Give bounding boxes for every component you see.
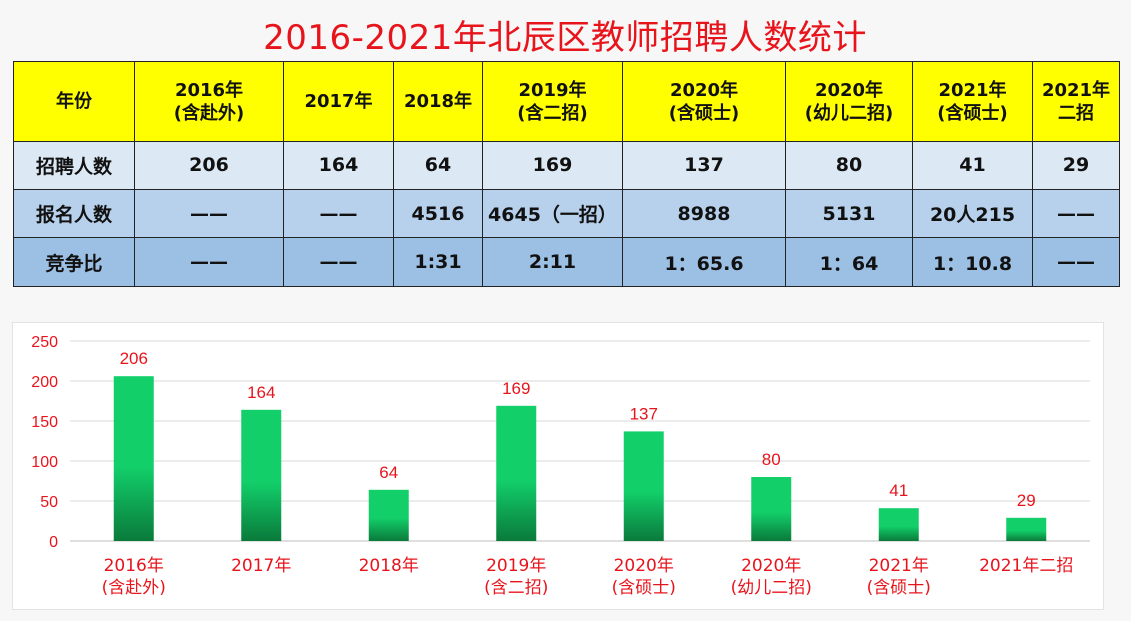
year-header-cell: 2021年 二招 [1032, 60, 1120, 143]
data-label: 64 [379, 463, 398, 482]
table-row: 招聘人数 206 164 64 169 137 80 41 29 [13, 141, 1120, 190]
data-label: 206 [120, 349, 148, 368]
year-header-cell: 2018年 [393, 60, 483, 143]
data-label: 169 [502, 379, 530, 398]
table-cell: 1：65.6 [622, 237, 786, 287]
x-tick-label: (含二招) [484, 578, 548, 598]
data-label: 164 [247, 383, 275, 402]
y-tick-label: 200 [31, 374, 58, 391]
year-header-cell: 2021年 (含硕士) [912, 60, 1033, 143]
table-cell: 1：64 [785, 237, 913, 287]
bar [623, 431, 664, 541]
y-tick-label: 0 [49, 534, 58, 551]
bar-chart-svg: 0 50 100 150 200 250 206 2016年(含赴外) 164 2017年 64 20… [31, 334, 1090, 598]
table-cell: 4645（一招） [482, 188, 623, 239]
data-label: 80 [762, 450, 781, 469]
x-tick-label: 2018年 [359, 556, 419, 576]
x-tick-label: (含硕士) [867, 578, 931, 598]
table-cell: 164 [283, 141, 394, 190]
data-label: 137 [630, 404, 658, 423]
bar-chart: 0 50 100 150 200 250 206 2016年 (含赴外) 164 2017年 64 20… [12, 322, 1104, 610]
table-cell: 169 [482, 141, 623, 190]
row-header-cell: 年份 [13, 60, 135, 143]
data-label: 41 [889, 481, 908, 500]
table-header-row: 年份 2016年 (含赴外) 2017年 2018年 2019年 (含二招) 2020年 (含硕… [13, 60, 1120, 143]
x-tick-label: 2021年 [869, 556, 929, 576]
page-title: 2016-2021年北辰区教师招聘人数统计 [263, 18, 867, 58]
table-cell: 2:11 [482, 237, 623, 287]
table-cell: —— [1032, 237, 1120, 287]
x-tick-label: 2020年 [614, 556, 674, 576]
table-cell: 8988 [622, 188, 786, 239]
year-header-cell: 2017年 [283, 60, 394, 143]
table-cell: 29 [1032, 141, 1120, 190]
bar [496, 405, 537, 541]
bar [241, 409, 282, 541]
data-label: 29 [1017, 491, 1036, 510]
table-cell: 5131 [785, 188, 913, 239]
table-cell: 64 [393, 141, 483, 190]
stats-table: 年份 2016年 (含赴外) 2017年 2018年 2019年 (含二招) 2020年 (含硕… [13, 60, 1120, 287]
x-tick-label: 2016年 [104, 556, 164, 576]
bar [878, 508, 919, 541]
x-tick-label: 2020年 [741, 556, 801, 576]
table-row: 竞争比 —— —— 1:31 2:11 1：65.6 1：64 1：10.8 —— [13, 237, 1120, 287]
x-tick-label: 2021年二招 [979, 556, 1073, 576]
table-cell: —— [283, 237, 394, 287]
table-cell: —— [134, 188, 284, 239]
x-tick-label: 2017年 [231, 556, 291, 576]
row-label: 招聘人数 [13, 141, 135, 190]
table-cell: 20人215 [912, 188, 1033, 239]
x-tick-label: (含赴外) [102, 578, 166, 598]
bar [113, 376, 154, 541]
year-header-cell: 2016年 (含赴外) [134, 60, 284, 143]
year-header-cell: 2020年 (含硕士) [622, 60, 786, 143]
table-cell: —— [134, 237, 284, 287]
y-tick-label: 50 [40, 494, 58, 511]
y-tick-label: 100 [31, 454, 58, 471]
x-tick-label: 2019年 [486, 556, 546, 576]
row-label: 报名人数 [13, 188, 135, 239]
table-row: 报名人数 —— —— 4516 4645（一招） 8988 5131 20人215 —— [13, 188, 1120, 239]
table-cell: 137 [622, 141, 786, 190]
bar [1006, 517, 1047, 541]
table-cell: 1:31 [393, 237, 483, 287]
y-tick-label: 150 [31, 414, 58, 431]
year-header-cell: 2020年 (幼儿二招) [785, 60, 913, 143]
table-cell: 41 [912, 141, 1033, 190]
table-cell: 4516 [393, 188, 483, 239]
table-cell: —— [1032, 188, 1120, 239]
bar [368, 489, 409, 541]
table-cell: —— [283, 188, 394, 239]
x-tick-label: (含硕士) [612, 578, 676, 598]
bar [751, 477, 792, 541]
table-cell: 1：10.8 [912, 237, 1033, 287]
year-header-cell: 2019年 (含二招) [482, 60, 623, 143]
table-cell: 206 [134, 141, 284, 190]
y-tick-label: 250 [31, 334, 58, 351]
row-label: 竞争比 [13, 237, 135, 287]
table-cell: 80 [785, 141, 913, 190]
x-tick-label: (幼儿二招) [731, 578, 812, 598]
